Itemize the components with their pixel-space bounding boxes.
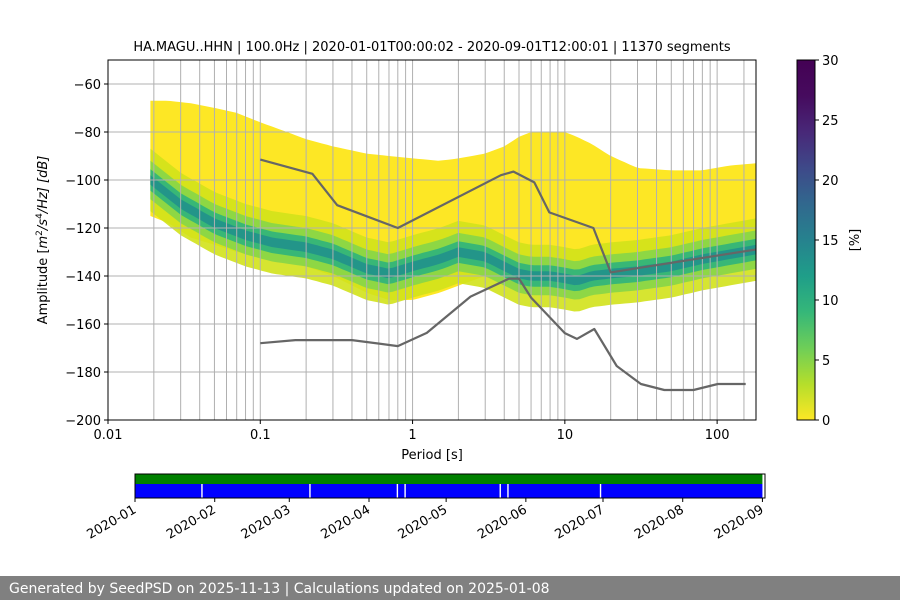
timeline-tick-label: 2020-07: [552, 502, 607, 542]
data-gap: [599, 484, 602, 498]
timeline-tick-label: 2020-01: [84, 502, 139, 542]
timeline-tick-label: 2020-08: [632, 502, 687, 542]
plot-area: [108, 60, 756, 420]
timeline-tick-label: 2020-04: [318, 502, 373, 542]
chart-title: HA.MAGU..HHN | 100.0Hz | 2020-01-01T00:0…: [133, 40, 731, 55]
timeline-frame: [134, 473, 766, 499]
data-gap: [507, 484, 509, 498]
x-axis: 0.01 0.1 1 10 100: [94, 420, 730, 443]
y-tick-label: −140: [65, 270, 101, 285]
processed-bar: [135, 474, 763, 484]
x-axis-label: Period [s]: [401, 448, 463, 463]
y-axis: −60 −80 −100 −120 −140 −160 −180 −200: [65, 78, 108, 429]
timeline-tick-label: 2020-03: [239, 502, 294, 542]
colorbar-axis: 0 5 10 15 20 25 30: [815, 54, 839, 429]
colorbar-label: [%]: [848, 229, 863, 252]
data-gap: [396, 484, 399, 498]
y-tick-label: −60: [74, 78, 101, 93]
x-tick-label: 0.1: [250, 428, 271, 443]
colorbar-tick-label: 15: [822, 234, 839, 249]
available-bar: [135, 484, 763, 498]
x-tick-label: 100: [705, 428, 730, 443]
timeline-tick-label: 2020-06: [475, 502, 530, 542]
y-tick-label: −100: [65, 174, 101, 189]
figure: HA.MAGU..HHN | 100.0Hz | 2020-01-01T00:0…: [35, 40, 863, 543]
colorbar-tick-label: 0: [822, 414, 830, 429]
colorbar: [796, 59, 816, 421]
colorbar-tick-label: 20: [822, 174, 839, 189]
x-tick-label: 10: [557, 428, 574, 443]
x-tick-label: 0.01: [94, 428, 123, 443]
data-gap: [201, 484, 203, 498]
footer-text: Generated by SeedPSD on 2025-11-13 | Cal…: [9, 581, 550, 597]
data-gap: [404, 484, 406, 498]
y-tick-label: −180: [65, 366, 101, 381]
colorbar-tick-label: 10: [822, 294, 839, 309]
data-availability-timeline: 2020-01 2020-02 2020-03 2020-04 2020-05 2020-…: [84, 473, 767, 543]
footer-bar: Generated by SeedPSD on 2025-11-13 | Cal…: [0, 576, 900, 600]
noise-model-nlnm: [260, 277, 746, 392]
noise-model-nhnm: [260, 158, 756, 274]
timeline-tick-label: 2020-09: [712, 502, 767, 542]
x-tick-label: 1: [408, 428, 416, 443]
colorbar-tick-label: 30: [822, 54, 839, 69]
timeline-tick-label: 2020-05: [396, 502, 451, 542]
colorbar-tick-label: 5: [822, 354, 830, 369]
colorbar-tick-label: 25: [822, 114, 839, 129]
timeline-tick-label: 2020-02: [164, 502, 219, 542]
data-gap: [309, 484, 311, 498]
y-tick-label: −80: [74, 126, 101, 141]
data-gap: [499, 484, 501, 498]
y-axis-label: Amplitude [m2/s4/Hz] [dB]: [35, 156, 51, 325]
y-tick-label: −160: [65, 318, 101, 333]
y-tick-label: −120: [65, 222, 101, 237]
y-tick-label: −200: [65, 414, 101, 429]
plot-frame: [107, 59, 757, 421]
